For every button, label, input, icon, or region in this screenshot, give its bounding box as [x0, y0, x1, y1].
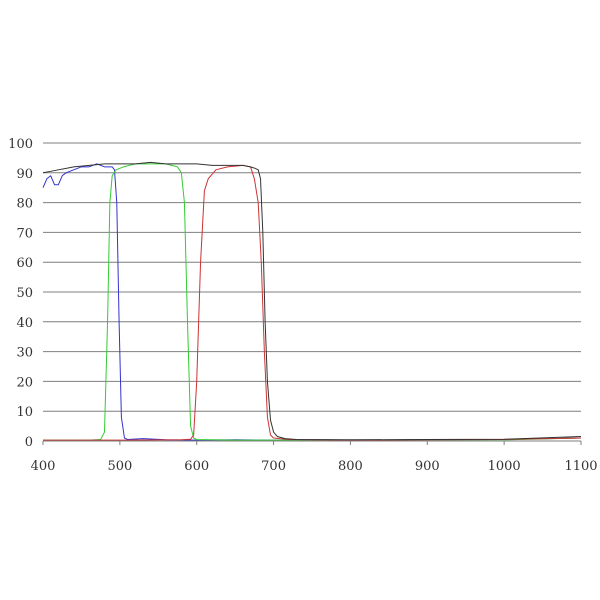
- y-tick-label: 80: [16, 197, 33, 212]
- x-tick-label: 800: [338, 459, 363, 474]
- y-tick-label: 60: [16, 256, 33, 271]
- x-tick-label: 1000: [488, 459, 521, 474]
- series-line-4: [42, 161, 582, 441]
- y-tick-label: 40: [16, 316, 33, 331]
- x-tick-label: 700: [261, 459, 286, 474]
- x-tick-label: 600: [184, 459, 209, 474]
- axis-layer: [42, 440, 582, 445]
- y-tick-label: 30: [16, 346, 33, 361]
- y-tick-label: 10: [16, 405, 33, 420]
- y-tick-label: 20: [16, 375, 33, 390]
- x-tick-label: 900: [415, 459, 440, 474]
- tick-label-layer: 0 10 20 30 40 50 60 70 80 90 100 400 500 600 700 800 900…: [8, 137, 597, 474]
- x-tick-label: 500: [107, 459, 132, 474]
- x-tick-label: 1100: [564, 459, 597, 474]
- series-line-2: [43, 163, 582, 441]
- series-line-1: [42, 163, 582, 441]
- y-tick-label: 90: [16, 167, 33, 182]
- y-tick-label: 100: [8, 137, 33, 152]
- x-tick-label: 400: [31, 459, 56, 474]
- y-tick-label: 70: [16, 226, 33, 241]
- series-line-3: [43, 164, 582, 441]
- series-layer: [42, 161, 582, 441]
- grid-layer: [43, 142, 581, 412]
- y-tick-label: 0: [25, 435, 33, 450]
- y-tick-label: 50: [16, 286, 33, 301]
